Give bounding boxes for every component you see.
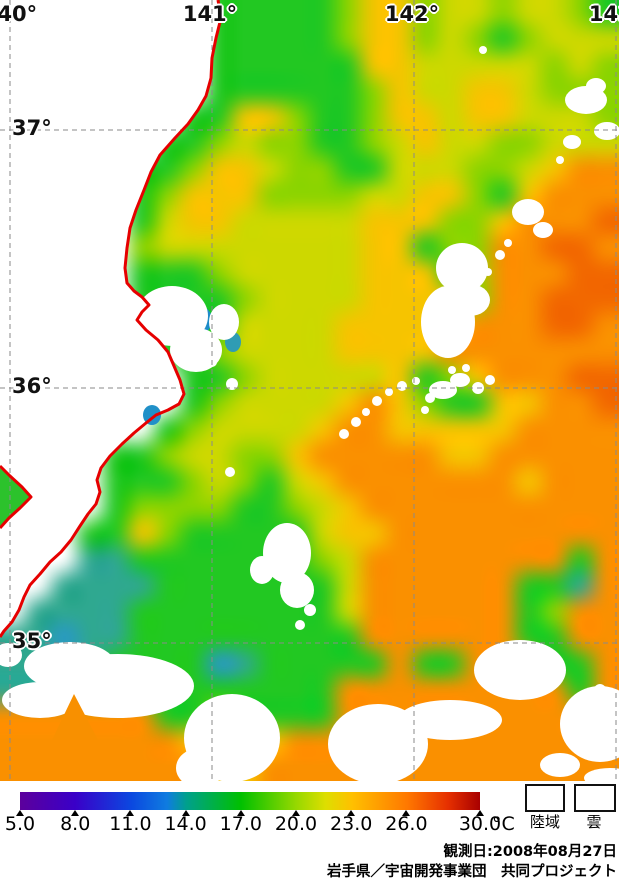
- cloud-mask: [474, 640, 566, 700]
- map-overlay-svg: [0, 0, 619, 781]
- colorbar-tick-label: 5.0: [4, 813, 36, 835]
- colorbar-tick: [347, 810, 356, 816]
- cloud-mask: [540, 753, 580, 777]
- cloud-mask: [436, 243, 488, 293]
- sst-map-area: 140°141°142°143°37°36°35°: [0, 0, 619, 781]
- cloud-mask: [512, 199, 544, 225]
- observation-date: 観測日:2008年08月27日: [443, 844, 617, 860]
- cloud-mask: [484, 268, 492, 276]
- cloud-mask: [412, 377, 420, 385]
- cloud-mask: [594, 684, 606, 696]
- cloud-mask: [2, 682, 78, 718]
- cloud-mask: [250, 556, 274, 584]
- colorbar-tick-label: 23.0: [330, 813, 373, 835]
- colorbar-tick-label: 11.0: [109, 813, 152, 835]
- coastline: [0, 0, 223, 638]
- bay-water: [0, 468, 30, 526]
- colorbar-tick: [71, 810, 80, 816]
- cloud-mask: [385, 388, 393, 396]
- land-area: [0, 0, 221, 637]
- colorbar-tick-label: 14.0: [164, 813, 207, 835]
- colorbar-tick: [292, 810, 300, 816]
- cloud-mask: [425, 393, 435, 403]
- cloud-mask: [450, 284, 490, 316]
- cloud-mask: [362, 408, 370, 416]
- colorbar-tick: [476, 810, 484, 816]
- cloud-mask: [304, 604, 316, 616]
- credit-line: 岩手県／宇宙開発事業団 共同プロジェクト: [327, 864, 617, 880]
- cloud-mask: [42, 654, 194, 718]
- cloud-mask: [594, 122, 619, 140]
- legend-land-swatch: [525, 784, 565, 812]
- cloud-mask: [472, 288, 480, 296]
- legend-cloud-label: 雲: [586, 813, 602, 831]
- cloud-mask: [479, 46, 487, 54]
- colorbar-gradient: [20, 792, 480, 810]
- cloud-mask: [397, 381, 407, 391]
- legend-cloud-swatch: [574, 784, 616, 812]
- colorbar-tick-label: 30.0: [458, 813, 502, 835]
- cloud-mask: [448, 366, 456, 374]
- cloud-mask: [372, 396, 382, 406]
- coastline: [0, 464, 33, 530]
- colorbar-tick: [16, 810, 24, 816]
- cloud-mask: [485, 375, 495, 385]
- cloud-mask: [209, 304, 239, 340]
- cloud-mask: [0, 643, 22, 667]
- cloud-mask: [563, 135, 581, 149]
- legend-land-label: 陸域: [529, 813, 560, 831]
- cloud-mask: [584, 768, 619, 781]
- cloud-mask: [421, 406, 429, 414]
- cloud-mask: [556, 156, 564, 164]
- cloud-mask: [339, 429, 349, 439]
- cloud-mask: [560, 686, 619, 762]
- cloud-mask: [504, 239, 512, 247]
- cloud-mask: [398, 700, 502, 740]
- colorbar-tick-label: 20.0: [274, 813, 318, 835]
- colorbar-tick: [126, 810, 135, 816]
- cloud-mask: [226, 378, 238, 390]
- cloud-mask: [462, 364, 470, 372]
- colorbar-tick-label: 26.0: [385, 813, 428, 835]
- colorbar-tick: [236, 810, 245, 816]
- cloud-mask: [263, 523, 311, 583]
- cloud-mask: [577, 737, 593, 753]
- cloud-mask: [295, 620, 305, 630]
- cloud-mask: [586, 78, 606, 94]
- cloud-mask: [533, 222, 553, 238]
- colorbar-tick-label: 8.0: [60, 813, 91, 835]
- warm-water-patch: [52, 694, 98, 740]
- cloud-mask: [184, 694, 280, 781]
- colorbar-tick: [181, 810, 190, 816]
- cloud-mask: [351, 417, 361, 427]
- cloud-mask: [450, 373, 470, 387]
- colorbar-unit-label: °C: [492, 813, 515, 835]
- cloud-mask: [225, 467, 235, 477]
- cloud-mask: [495, 250, 505, 260]
- colorbar-tick: [402, 810, 411, 816]
- cloud-mask: [429, 381, 457, 399]
- map-footer: 5.0 8.0 11.0 14.0 17.0 20.0 23.0 26.0 30.0 °C 陸域…: [0, 781, 619, 881]
- cloud-mask: [280, 572, 314, 608]
- colorbar-tick-label: 17.0: [219, 813, 262, 835]
